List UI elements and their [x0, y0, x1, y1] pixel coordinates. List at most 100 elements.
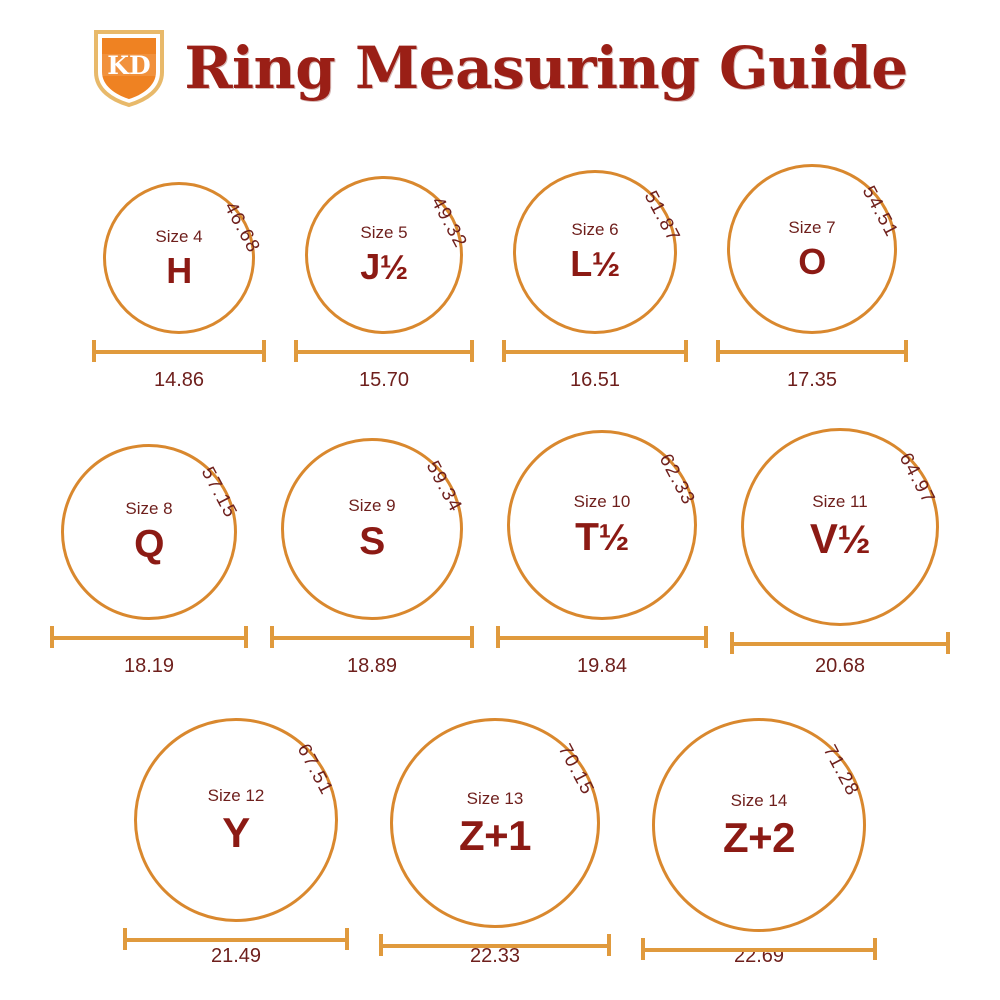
- dimension-cap-right: [946, 632, 950, 654]
- ring-letter-label: Z+2: [722, 813, 796, 861]
- ring-row-3: Size 12 Y 67.51 21.49 Size 13 Z+1 70.15 22.33 Si…: [0, 718, 1000, 966]
- ring-diameter-label: 20.68: [814, 655, 866, 677]
- ring-size-card[interactable]: Size 13 Z+1 70.15 22.33: [376, 718, 614, 966]
- ring-letter-label: Y: [222, 808, 250, 856]
- ring-diameter-bar: [294, 340, 474, 362]
- ring-size-card[interactable]: Size 6 L½ 51.87 16.51: [499, 142, 691, 390]
- ring-diameter-bar: [730, 632, 950, 654]
- dimension-line: [641, 948, 877, 952]
- dimension-line: [92, 350, 266, 354]
- ring-circle-wrap: Size 6 L½ 51.87: [513, 170, 684, 334]
- ring-letter-label: V½: [809, 515, 871, 563]
- ring-circle-wrap: Size 13 Z+1 70.15: [390, 718, 600, 928]
- dimension-line: [294, 350, 474, 354]
- dimension-cap-right: [244, 626, 248, 648]
- dimension-cap-right: [262, 340, 266, 362]
- ring-diameter-bar: [92, 340, 266, 362]
- ring-circle: Size 14 Z+2: [652, 718, 866, 932]
- ring-diameter-label: 17.35: [786, 369, 838, 391]
- ring-size-card[interactable]: Size 14 Z+2 71.28 22.69: [638, 718, 880, 966]
- dimension-line: [270, 636, 474, 640]
- ring-diameter-bar: [496, 626, 708, 648]
- ring-circle-wrap: Size 11 V½ 64.97: [741, 428, 939, 626]
- dimension-cap-right: [470, 626, 474, 648]
- dimension-cap-right: [470, 340, 474, 362]
- ring-circle: Size 12 Y: [134, 718, 338, 922]
- ring-letter-label: L½: [570, 243, 620, 285]
- ring-size-label: Size 9: [348, 496, 396, 515]
- ring-diameter-bar: [270, 626, 474, 648]
- kd-shield-logo: KD: [92, 28, 166, 108]
- ring-diameter-label: 14.86: [153, 369, 205, 391]
- ring-circle: Size 13 Z+1: [390, 718, 600, 928]
- ring-diameter-label: 18.89: [346, 655, 398, 677]
- ring-letter-label: O: [798, 240, 826, 282]
- dimension-line: [379, 944, 611, 948]
- ring-diameter-label: 22.33: [469, 945, 521, 967]
- ring-circle-wrap: Size 9 S 59.34: [281, 438, 466, 620]
- ring-row-2: Size 8 Q 57.15 18.19 Size 9 S 59.34 18.89 Size 1…: [0, 428, 1000, 676]
- ring-circle: Size 7 O: [727, 164, 897, 334]
- ring-circle-wrap: Size 8 Q 57.15: [61, 444, 241, 620]
- ring-size-card[interactable]: Size 7 O 54.51 17.35: [713, 142, 911, 390]
- dimension-cap-left: [641, 938, 645, 960]
- ring-circle-wrap: Size 4 H 46.68: [103, 182, 264, 334]
- dimension-line: [496, 636, 708, 640]
- ring-circle: Size 6 L½: [513, 170, 677, 334]
- dimension-cap-left: [270, 626, 274, 648]
- ring-letter-label: S: [359, 520, 385, 563]
- ring-size-label: Size 14: [730, 790, 788, 810]
- dimension-cap-left: [502, 340, 506, 362]
- ring-size-label: Size 12: [207, 785, 265, 805]
- ring-size-label: Size 11: [812, 492, 868, 512]
- ring-diameter-label: 18.19: [123, 655, 175, 677]
- ring-size-card[interactable]: Size 11 V½ 64.97 20.68: [727, 428, 953, 676]
- dimension-cap-left: [50, 626, 54, 648]
- ring-size-label: Size 6: [571, 220, 619, 240]
- ring-size-label: Size 8: [125, 499, 173, 518]
- ring-letter-label: J½: [360, 246, 408, 288]
- ring-diameter-label: 19.84: [576, 655, 628, 677]
- ring-size-chart: Size 4 H 46.68 14.86 Size 5 J½ 49.32 15.70 Size …: [0, 142, 1000, 966]
- ring-size-card[interactable]: Size 10 T½ 62.33 19.84: [493, 428, 711, 676]
- logo-text-kd: KD: [108, 51, 151, 80]
- ring-diameter-label: 21.49: [210, 945, 262, 967]
- page-header: KD Ring Measuring Guide: [0, 0, 1000, 130]
- dimension-cap-right: [345, 928, 349, 950]
- dimension-line: [502, 350, 688, 354]
- ring-diameter-bar: [502, 340, 688, 362]
- dimension-cap-right: [684, 340, 688, 362]
- ring-size-card[interactable]: Size 4 H 46.68 14.86: [89, 142, 269, 390]
- ring-circle-wrap: Size 10 T½ 62.33: [507, 430, 699, 620]
- dimension-cap-right: [904, 340, 908, 362]
- ring-size-label: Size 4: [155, 226, 203, 246]
- ring-circle: Size 4 H: [103, 182, 255, 334]
- ring-row-1: Size 4 H 46.68 14.86 Size 5 J½ 49.32 15.70 Size …: [0, 142, 1000, 390]
- dimension-cap-left: [123, 928, 127, 950]
- dimension-line: [50, 636, 248, 640]
- ring-size-label: Size 7: [788, 217, 836, 237]
- ring-letter-label: T½: [575, 516, 629, 559]
- ring-diameter-bar: [50, 626, 248, 648]
- ring-size-label: Size 10: [573, 492, 631, 511]
- ring-diameter-label: 16.51: [569, 369, 621, 391]
- dimension-line: [716, 350, 908, 354]
- ring-letter-label: Z+1: [458, 811, 532, 859]
- ring-size-card[interactable]: Size 9 S 59.34 18.89: [267, 428, 477, 676]
- ring-circle: Size 9 S: [281, 438, 463, 620]
- ring-circle-wrap: Size 14 Z+2 71.28: [652, 718, 866, 932]
- dimension-cap-right: [704, 626, 708, 648]
- ring-size-card[interactable]: Size 12 Y 67.51 21.49: [120, 718, 352, 966]
- ring-size-card[interactable]: Size 5 J½ 49.32 15.70: [291, 142, 477, 390]
- ring-letter-label: Q: [134, 523, 164, 566]
- dimension-line: [730, 642, 950, 646]
- dimension-cap-left: [294, 340, 298, 362]
- ring-letter-label: H: [166, 249, 192, 291]
- dimension-line: [123, 938, 349, 942]
- ring-circle: Size 11 V½: [741, 428, 939, 626]
- ring-circle-wrap: Size 5 J½ 49.32: [305, 176, 471, 334]
- dimension-cap-left: [92, 340, 96, 362]
- ring-size-card[interactable]: Size 8 Q 57.15 18.19: [47, 428, 251, 676]
- ring-circle: Size 5 J½: [305, 176, 463, 334]
- ring-circle-wrap: Size 12 Y 67.51: [134, 718, 338, 922]
